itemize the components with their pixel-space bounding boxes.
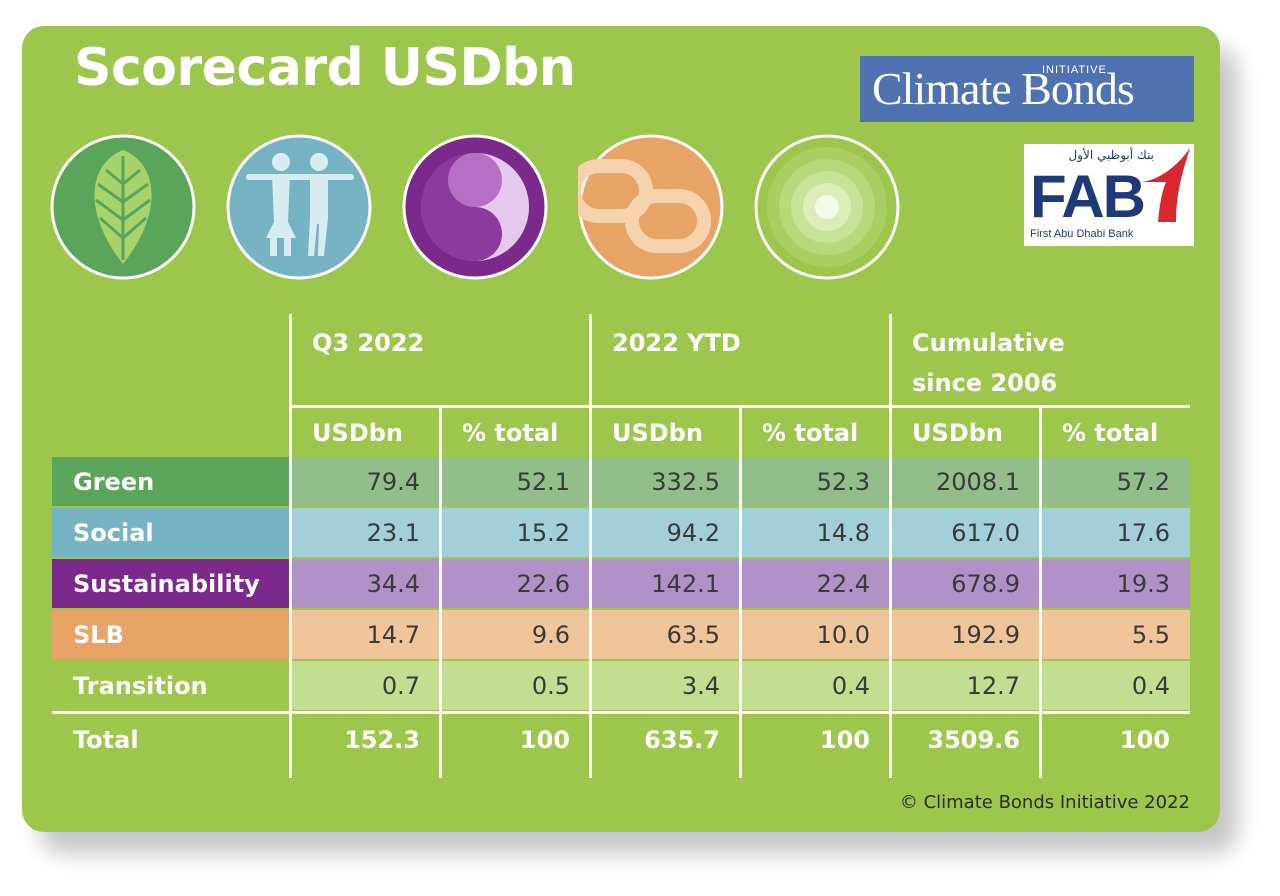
table-cell: 332.5 bbox=[592, 457, 740, 506]
table-cell: 79.4 bbox=[292, 457, 440, 506]
grid-vline bbox=[589, 314, 592, 778]
total-cell: 3509.6 bbox=[927, 726, 1020, 754]
header-2022-ytd: 2022 YTD bbox=[612, 329, 741, 357]
total-cell: 635.7 bbox=[644, 726, 720, 754]
subheader-pct-cum: % total bbox=[1062, 419, 1159, 447]
fab-arabic-text: بنك أبوظبي الأول bbox=[1068, 148, 1154, 162]
subheader-pct-ytd: % total bbox=[762, 419, 859, 447]
grid-vline bbox=[889, 314, 892, 778]
leaf-icon bbox=[50, 134, 196, 280]
row-label-transition: Transition bbox=[52, 661, 290, 710]
row-label-social: Social bbox=[52, 508, 290, 557]
table-cell: 0.7 bbox=[292, 661, 440, 710]
cbi-initiative-label: INITIATIVE bbox=[1042, 64, 1107, 76]
subheader-usdbn-cum: USDbn bbox=[912, 419, 1003, 447]
table-cell: 14.7 bbox=[292, 610, 440, 659]
row-label-total: Total bbox=[73, 726, 139, 754]
table-cell: 57.2 bbox=[1042, 457, 1190, 506]
grid-vline bbox=[1039, 406, 1042, 778]
grid-vline bbox=[289, 314, 292, 778]
table-cell: 22.6 bbox=[442, 559, 590, 608]
grid-vline bbox=[439, 406, 442, 778]
table-cell: 0.5 bbox=[442, 661, 590, 710]
people-icon bbox=[226, 134, 372, 280]
fab-subtitle: First Abu Dhabi Bank bbox=[1030, 228, 1134, 240]
fab-logo: بنك أبوظبي الأول FAB First Abu Dhabi Ban… bbox=[1024, 144, 1194, 246]
table-cell: 617.0 bbox=[892, 508, 1040, 557]
fab-logo-text: FAB bbox=[1030, 163, 1146, 230]
table-cell: 3.4 bbox=[592, 661, 740, 710]
copyright-footer: © Climate Bonds Initiative 2022 bbox=[899, 792, 1190, 813]
total-cell: 100 bbox=[1119, 726, 1170, 754]
row-label-sustainability: Sustainability bbox=[52, 559, 290, 608]
cbi-logo-text: Climate Bonds bbox=[872, 63, 1135, 114]
subheader-usdbn-q3: USDbn bbox=[312, 419, 403, 447]
row-label-slb: SLB bbox=[52, 610, 290, 659]
total-cell: 152.3 bbox=[344, 726, 420, 754]
page-title: Scorecard USDbn bbox=[74, 38, 576, 98]
table-cell: 9.6 bbox=[442, 610, 590, 659]
table-cell: 142.1 bbox=[592, 559, 740, 608]
yin-yang-icon bbox=[402, 134, 548, 280]
table-cell: 94.2 bbox=[592, 508, 740, 557]
grid-hline bbox=[290, 405, 1190, 408]
grid-hline bbox=[52, 711, 1190, 714]
table-cell: 5.5 bbox=[1042, 610, 1190, 659]
table-cell: 52.3 bbox=[742, 457, 890, 506]
header-q3-2022: Q3 2022 bbox=[312, 329, 425, 357]
table-cell: 23.1 bbox=[292, 508, 440, 557]
table-cell: 63.5 bbox=[592, 610, 740, 659]
table-cell: 192.9 bbox=[892, 610, 1040, 659]
chain-link-icon bbox=[578, 134, 724, 280]
row-label-green: Green bbox=[52, 457, 290, 506]
fab-swoosh-icon bbox=[1142, 148, 1190, 222]
table-cell: 17.6 bbox=[1042, 508, 1190, 557]
table-cell: 15.2 bbox=[442, 508, 590, 557]
table-cell: 14.8 bbox=[742, 508, 890, 557]
total-cell: 100 bbox=[519, 726, 570, 754]
subheader-pct-q3: % total bbox=[462, 419, 559, 447]
grid-vline bbox=[739, 406, 742, 778]
table-cell: 0.4 bbox=[1042, 661, 1190, 710]
subheader-usdbn-ytd: USDbn bbox=[612, 419, 703, 447]
total-cell: 100 bbox=[819, 726, 870, 754]
table-cell: 0.4 bbox=[742, 661, 890, 710]
table-cell: 2008.1 bbox=[892, 457, 1040, 506]
table-cell: 34.4 bbox=[292, 559, 440, 608]
table-cell: 19.3 bbox=[1042, 559, 1190, 608]
header-cumulative-line2: since 2006 bbox=[912, 369, 1058, 397]
climate-bonds-logo: INITIATIVE Climate Bonds bbox=[860, 56, 1194, 122]
table-cell: 678.9 bbox=[892, 559, 1040, 608]
table-cell: 10.0 bbox=[742, 610, 890, 659]
target-icon bbox=[754, 134, 900, 280]
table-cell: 12.7 bbox=[892, 661, 1040, 710]
table-cell: 22.4 bbox=[742, 559, 890, 608]
table-cell: 52.1 bbox=[442, 457, 590, 506]
header-cumulative: Cumulative bbox=[912, 329, 1065, 357]
